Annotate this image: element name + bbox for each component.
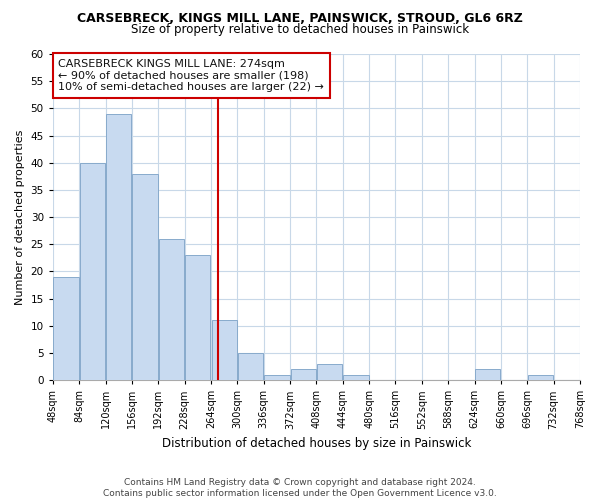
Bar (238, 353, 263, 380)
Y-axis label: Number of detached properties: Number of detached properties (15, 130, 25, 305)
Bar (317, 364, 342, 380)
Bar (475, 370, 500, 380)
Bar (185, 255, 211, 380)
Bar (264, 374, 290, 380)
Text: Size of property relative to detached houses in Painswick: Size of property relative to detached ho… (131, 22, 469, 36)
Bar (106, 114, 131, 380)
Bar (343, 374, 368, 380)
Bar (290, 370, 316, 380)
Bar (80, 162, 105, 380)
X-axis label: Distribution of detached houses by size in Painswick: Distribution of detached houses by size … (162, 437, 471, 450)
Text: CARSEBRECK, KINGS MILL LANE, PAINSWICK, STROUD, GL6 6RZ: CARSEBRECK, KINGS MILL LANE, PAINSWICK, … (77, 12, 523, 26)
Bar (212, 320, 237, 380)
Text: CARSEBRECK KINGS MILL LANE: 274sqm
← 90% of detached houses are smaller (198)
10: CARSEBRECK KINGS MILL LANE: 274sqm ← 90%… (58, 59, 324, 92)
Bar (53, 277, 79, 380)
Bar (528, 374, 553, 380)
Text: Contains HM Land Registry data © Crown copyright and database right 2024.
Contai: Contains HM Land Registry data © Crown c… (103, 478, 497, 498)
Bar (133, 174, 158, 380)
Bar (159, 239, 184, 380)
